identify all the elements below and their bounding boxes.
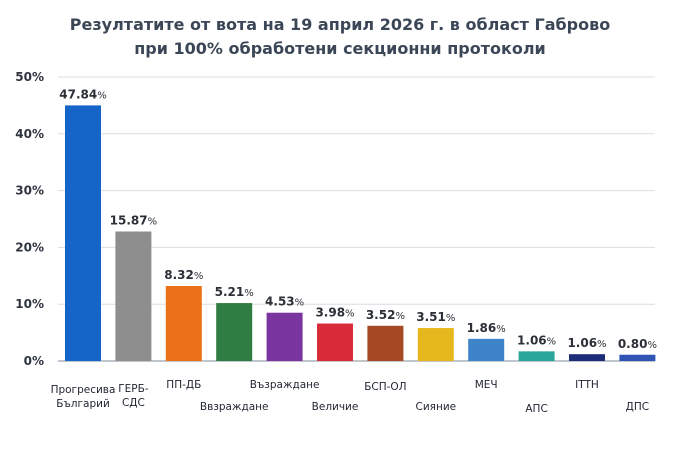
x-tick-label: Величие: [312, 401, 359, 413]
bar[interactable]: [619, 354, 656, 361]
chart-title-line-1: Резултатите от вота на 19 април 2026 г. …: [70, 15, 610, 34]
bar[interactable]: [417, 328, 454, 361]
x-tick-label: БСП-ОЛ: [364, 381, 406, 393]
bar[interactable]: [65, 105, 101, 362]
x-tick-label: ГЕРБ-СДС: [118, 383, 149, 409]
bar[interactable]: [569, 354, 605, 361]
data-label: 47.84%: [59, 87, 106, 101]
y-tick-label: 20%: [15, 240, 44, 254]
data-label: 3.51%: [416, 310, 455, 324]
data-label: 3.52%: [366, 308, 405, 322]
y-tick-label: 50%: [15, 70, 44, 84]
x-tick-label: Прогресива Българий: [51, 384, 116, 410]
grid-layer: 0% 10% 20% 30% 40% 50%: [15, 70, 655, 368]
bar[interactable]: [165, 286, 202, 361]
data-label: 5.21%: [215, 285, 254, 299]
x-tick-label: МЕЧ: [475, 379, 498, 391]
data-label: 1.06%: [567, 336, 606, 350]
bar[interactable]: [115, 231, 152, 361]
bar[interactable]: [468, 338, 505, 361]
data-label: 3.98%: [315, 306, 354, 320]
x-tick-label: Ввзраждане: [200, 401, 269, 413]
data-label: 15.87%: [110, 213, 157, 227]
bar[interactable]: [317, 323, 353, 361]
bar-layer: [65, 105, 656, 362]
bar[interactable]: [518, 351, 555, 361]
y-tick-label: 40%: [15, 127, 44, 141]
x-tick-label: АПС: [525, 403, 547, 415]
data-label: 1.86%: [467, 321, 506, 335]
y-tick-label: 0%: [24, 354, 44, 368]
x-tick-label: Възраждане: [250, 379, 320, 391]
data-label: 4.53%: [265, 295, 304, 309]
y-tick-label: 30%: [15, 184, 44, 198]
x-tick-label: ПП-ДБ: [166, 379, 201, 391]
data-label: 1.06%: [517, 333, 556, 347]
label-layer: 47.84% Прогресива Българий 15.87% ГЕРБ-СДС 8.…: [51, 87, 657, 415]
y-tick-label: 10%: [15, 297, 44, 311]
bar[interactable]: [266, 312, 303, 361]
bar[interactable]: [216, 303, 253, 361]
bar[interactable]: [367, 325, 404, 361]
x-tick-label: ITTH: [575, 379, 599, 391]
data-label: 0.80%: [618, 337, 657, 351]
data-label: 8.32%: [164, 268, 203, 282]
chart-title-line-2: при 100% обработени секционни протоколи: [134, 39, 546, 58]
x-tick-label: Сияние: [415, 401, 456, 413]
x-tick-label: ДПС: [626, 401, 649, 413]
